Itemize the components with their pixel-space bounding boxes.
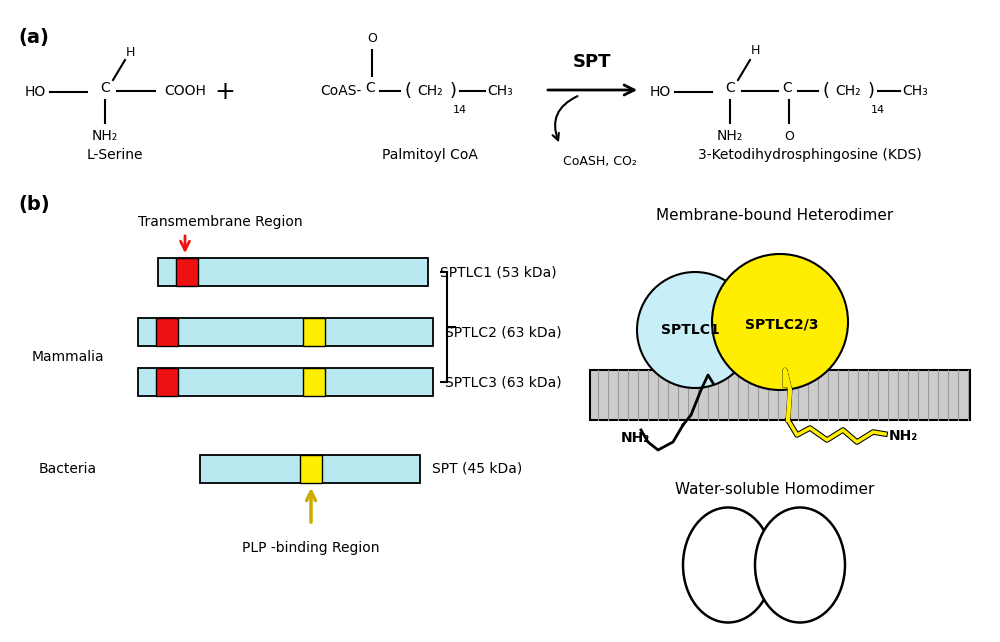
Text: O: O [784, 130, 794, 143]
Text: NH₂: NH₂ [888, 429, 918, 443]
Bar [156, 318, 178, 346]
Text: CH₂: CH₂ [835, 84, 861, 98]
Text: NH₂: NH₂ [717, 129, 743, 143]
Text: 3-Ketodihydrosphingosine (KDS): 3-Ketodihydrosphingosine (KDS) [698, 148, 922, 162]
Bar [138, 368, 433, 396]
Text: SPT: SPT [573, 53, 612, 71]
Text: PLP -binding Region: PLP -binding Region [242, 541, 380, 555]
Text: +: + [215, 80, 235, 104]
Bar [590, 370, 970, 420]
Text: SPTLC3 (63 kDa): SPTLC3 (63 kDa) [445, 375, 562, 389]
Text: (b): (b) [18, 195, 50, 214]
Bar [200, 455, 420, 483]
Text: Transmembrane Region: Transmembrane Region [138, 215, 302, 229]
Text: CH₂: CH₂ [417, 84, 443, 98]
Ellipse shape [755, 507, 845, 623]
Bar [138, 318, 433, 346]
Text: SPTLC1 (53 kDa): SPTLC1 (53 kDa) [440, 265, 557, 279]
Text: C: C [365, 81, 375, 95]
Text: CH₃: CH₃ [902, 84, 928, 98]
Bar [300, 455, 322, 483]
Text: HO: HO [649, 85, 671, 99]
Text: O: O [367, 31, 377, 44]
Bar [158, 258, 428, 286]
Text: SPTLC2/3: SPTLC2/3 [745, 317, 819, 331]
Text: 14: 14 [453, 105, 467, 115]
Text: NH₂: NH₂ [620, 431, 650, 445]
Bar [156, 368, 178, 396]
Text: H: H [750, 44, 760, 56]
Text: ): ) [868, 82, 874, 100]
Text: NH₂: NH₂ [92, 129, 118, 143]
Text: HO: HO [24, 85, 46, 99]
Text: COOH: COOH [164, 84, 206, 98]
Text: Membrane-bound Heterodimer: Membrane-bound Heterodimer [656, 207, 894, 223]
Text: Palmitoyl CoA: Palmitoyl CoA [382, 148, 478, 162]
Text: CoASH, CO₂: CoASH, CO₂ [563, 155, 637, 168]
Bar [303, 368, 325, 396]
Text: SPT (45 kDa): SPT (45 kDa) [432, 462, 522, 476]
Text: H: H [125, 46, 135, 60]
Text: (a): (a) [18, 28, 49, 47]
Text: ): ) [450, 82, 456, 100]
Ellipse shape [683, 507, 773, 623]
Bar [176, 258, 198, 286]
Text: C: C [782, 81, 792, 95]
Text: 14: 14 [871, 105, 885, 115]
Text: Mammalia: Mammalia [32, 350, 104, 364]
Text: CoAS-: CoAS- [321, 84, 362, 98]
Text: SPTLC1: SPTLC1 [661, 323, 719, 337]
Text: L-Serine: L-Serine [87, 148, 143, 162]
Text: Bacteria: Bacteria [39, 462, 97, 476]
Circle shape [712, 254, 848, 390]
Circle shape [637, 272, 753, 388]
Text: SPTLC2 (63 kDa): SPTLC2 (63 kDa) [445, 325, 562, 339]
Text: (: ( [822, 82, 830, 100]
Bar [303, 318, 325, 346]
Text: Water-soluble Homodimer: Water-soluble Homodimer [675, 483, 875, 498]
Text: C: C [100, 81, 110, 95]
Text: CH₃: CH₃ [487, 84, 513, 98]
Text: (: ( [404, 82, 412, 100]
Text: C: C [725, 81, 735, 95]
